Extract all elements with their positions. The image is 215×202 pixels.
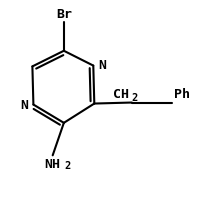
Text: N: N [98, 59, 106, 72]
Text: 2: 2 [132, 93, 138, 103]
Text: NH: NH [45, 158, 61, 170]
Text: Br: Br [56, 8, 72, 21]
Text: CH: CH [113, 88, 129, 101]
Text: 2: 2 [64, 161, 71, 170]
Text: N: N [20, 99, 28, 112]
Text: Ph: Ph [175, 88, 190, 101]
